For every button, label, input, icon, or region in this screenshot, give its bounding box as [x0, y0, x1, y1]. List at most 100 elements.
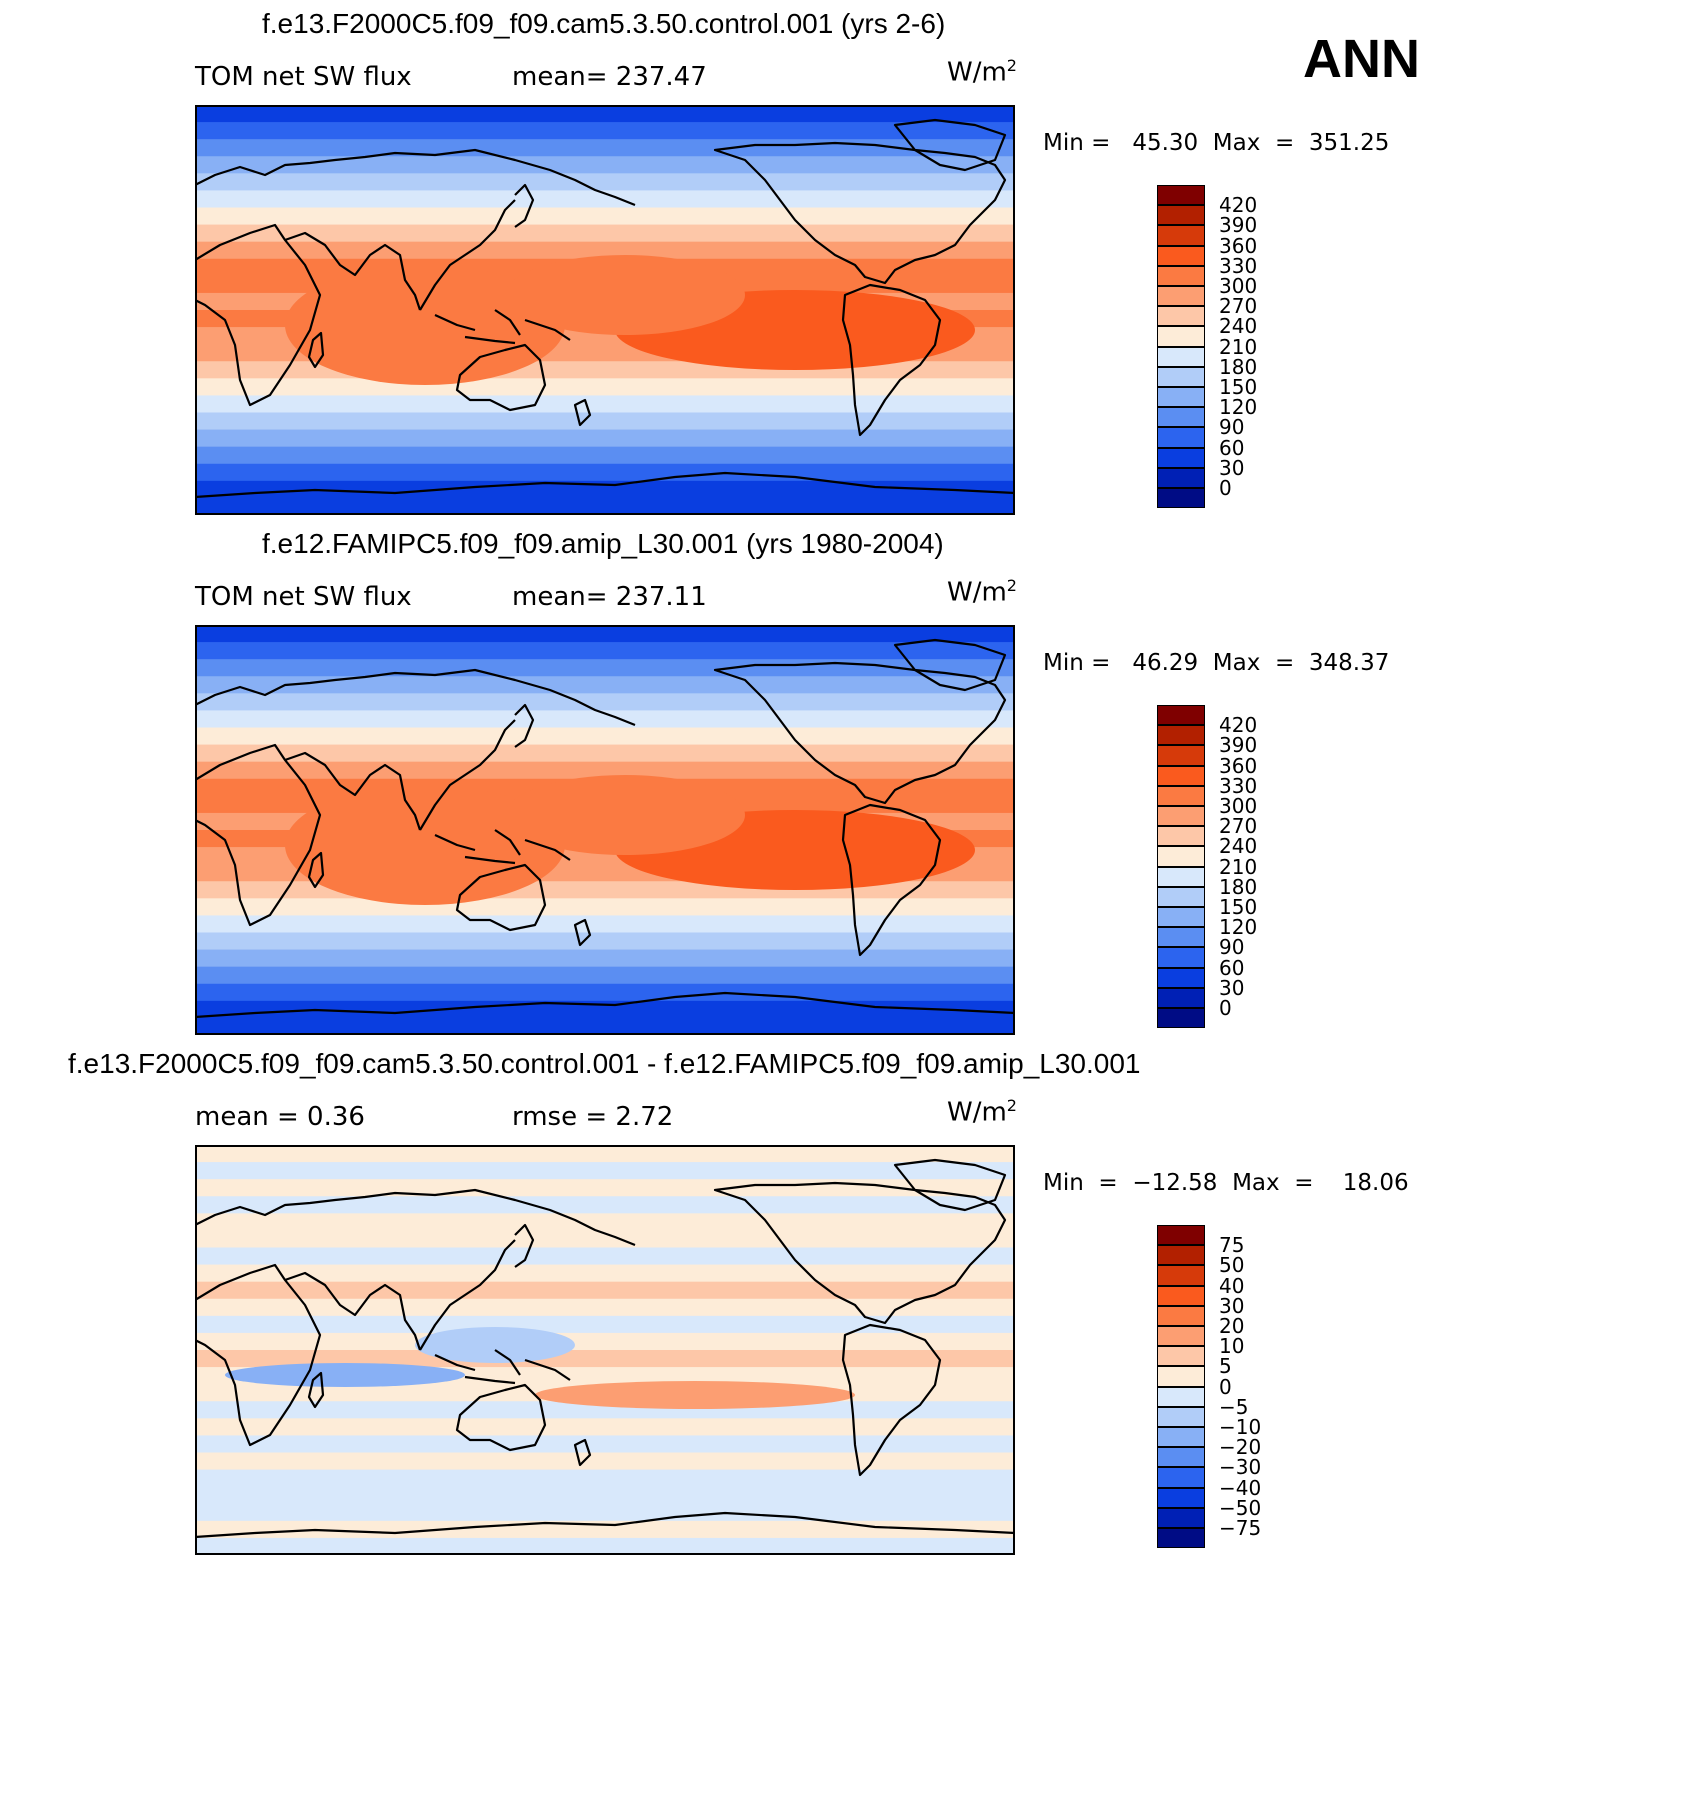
colorbar-tick-label: 60 — [1219, 955, 1245, 980]
colorbar-tick-label: 0 — [1219, 476, 1232, 500]
colorbar-tick-label: −10 — [1219, 1415, 1262, 1439]
colorbar-box — [1157, 987, 1205, 1008]
contour-band — [195, 190, 1015, 209]
colorbar-tick-label: 390 — [1219, 733, 1258, 758]
colorbar-tick-label: −20 — [1219, 1435, 1262, 1460]
map-plot — [195, 625, 1015, 1035]
contour-band — [195, 429, 1015, 448]
colorbar-box — [1157, 967, 1205, 988]
contour-band — [195, 1196, 1015, 1214]
contour-region — [285, 785, 565, 905]
panel-left-label: TOM net SW flux — [195, 582, 412, 612]
contour-region — [225, 1363, 465, 1387]
colorbar-tick-label: 40 — [1219, 1273, 1245, 1298]
panel-mid-label: rmse = 2.72 — [512, 1102, 674, 1132]
colorbar-box — [1157, 185, 1205, 206]
colorbar-tick-label: 210 — [1219, 334, 1258, 359]
panel-title: f.e13.F2000C5.f09_f09.cam5.3.50.control.… — [262, 8, 946, 39]
colorbar-box — [1157, 705, 1205, 726]
contour-band — [195, 1298, 1015, 1317]
contour-band — [195, 1418, 1015, 1437]
colorbar-tick-label: 75 — [1219, 1233, 1245, 1258]
contour-band — [195, 395, 1015, 414]
units-text: W/m — [947, 577, 1007, 608]
contour-band — [195, 412, 1015, 431]
contour-band — [195, 1503, 1015, 1522]
contour-band — [195, 1486, 1015, 1505]
colorbar-tick-label: 0 — [1219, 996, 1232, 1020]
contour-band — [195, 1281, 1015, 1300]
colorbar-box — [1157, 907, 1205, 928]
contour-region — [505, 255, 745, 335]
contour-band — [195, 966, 1015, 985]
contour-band — [195, 898, 1015, 917]
colorbar-tick-label: 240 — [1219, 834, 1258, 859]
colorbar-box — [1157, 427, 1205, 448]
colorbar-box — [1157, 1406, 1205, 1427]
contour-band — [195, 207, 1015, 226]
colorbar-tick-label: 50 — [1219, 1253, 1245, 1278]
colorbar-box — [1157, 326, 1205, 347]
colorbar-box — [1157, 765, 1205, 786]
colorbar-tick-label: 180 — [1219, 354, 1258, 379]
contour-band — [195, 1213, 1015, 1232]
colorbar-tick-label: 10 — [1219, 1334, 1245, 1359]
contour-band — [195, 1264, 1015, 1283]
colorbar-box — [1157, 306, 1205, 327]
colorbar-tick-label: 360 — [1219, 233, 1258, 258]
colorbar-box — [1157, 866, 1205, 887]
contour-band — [195, 710, 1015, 729]
map-plot — [195, 1145, 1015, 1555]
colorbar-tick-label: 330 — [1219, 773, 1258, 798]
panel-left-label: TOM net SW flux — [195, 62, 412, 92]
contour-band — [195, 744, 1015, 763]
contour-band — [195, 1469, 1015, 1488]
contour-band — [195, 1520, 1015, 1539]
colorbar-tick-label: 300 — [1219, 794, 1258, 818]
colorbar-box — [1157, 1326, 1205, 1347]
contour-band — [195, 1332, 1015, 1351]
colorbar-tick-label: 270 — [1219, 814, 1258, 839]
colorbar-tick-label: 90 — [1219, 415, 1245, 440]
colorbar-box — [1157, 1447, 1205, 1468]
colorbar-box — [1157, 947, 1205, 968]
contour-band — [195, 932, 1015, 951]
contour-band — [195, 480, 1015, 499]
colorbar-box — [1157, 1467, 1205, 1488]
map-frame — [195, 1145, 1015, 1555]
colorbar-tick-label: 180 — [1219, 874, 1258, 899]
colorbar-tick-label: 120 — [1219, 915, 1258, 940]
contour-band — [195, 1537, 1015, 1555]
min-max-label: Min = −12.58 Max = 18.06 — [1043, 1170, 1409, 1196]
colorbar-tick-label: 420 — [1219, 713, 1258, 738]
colorbar-tick-label: 270 — [1219, 294, 1258, 319]
colorbar-box — [1157, 1366, 1205, 1387]
units-label: W/m2 — [947, 56, 1017, 88]
colorbar-tick-label: 60 — [1219, 435, 1245, 460]
colorbar-box — [1157, 745, 1205, 766]
season-label: ANN — [1303, 29, 1420, 89]
colorbar-tick-label: 120 — [1219, 395, 1258, 420]
colorbar-box — [1157, 387, 1205, 408]
panel-title: f.e12.FAMIPC5.f09_f09.amip_L30.001 (yrs … — [262, 528, 944, 559]
map-frame — [195, 625, 1015, 1035]
map-plot — [195, 105, 1015, 515]
colorbar-box — [1157, 1245, 1205, 1266]
colorbar-tick-label: 420 — [1219, 193, 1258, 218]
colorbar-tick-label: 150 — [1219, 375, 1258, 399]
contour-band — [195, 983, 1015, 1002]
colorbar-tick-label: −50 — [1219, 1495, 1262, 1520]
colorbar-tick-label: 360 — [1219, 753, 1258, 778]
colorbar-box — [1157, 725, 1205, 746]
colorbar-box — [1157, 1225, 1205, 1246]
colorbar-box — [1157, 1285, 1205, 1306]
contour-band — [195, 1350, 1015, 1368]
min-max-label: Min = 45.30 Max = 351.25 — [1043, 130, 1390, 156]
colorbar-tick-label: 390 — [1219, 213, 1258, 238]
contour-region — [535, 1381, 855, 1409]
units-exponent: 2 — [1006, 576, 1017, 595]
colorbar-box — [1157, 846, 1205, 867]
units-exponent: 2 — [1006, 1096, 1017, 1115]
panel-mid-label: mean= 237.47 — [512, 62, 707, 92]
colorbar-tick-label: 90 — [1219, 935, 1245, 960]
